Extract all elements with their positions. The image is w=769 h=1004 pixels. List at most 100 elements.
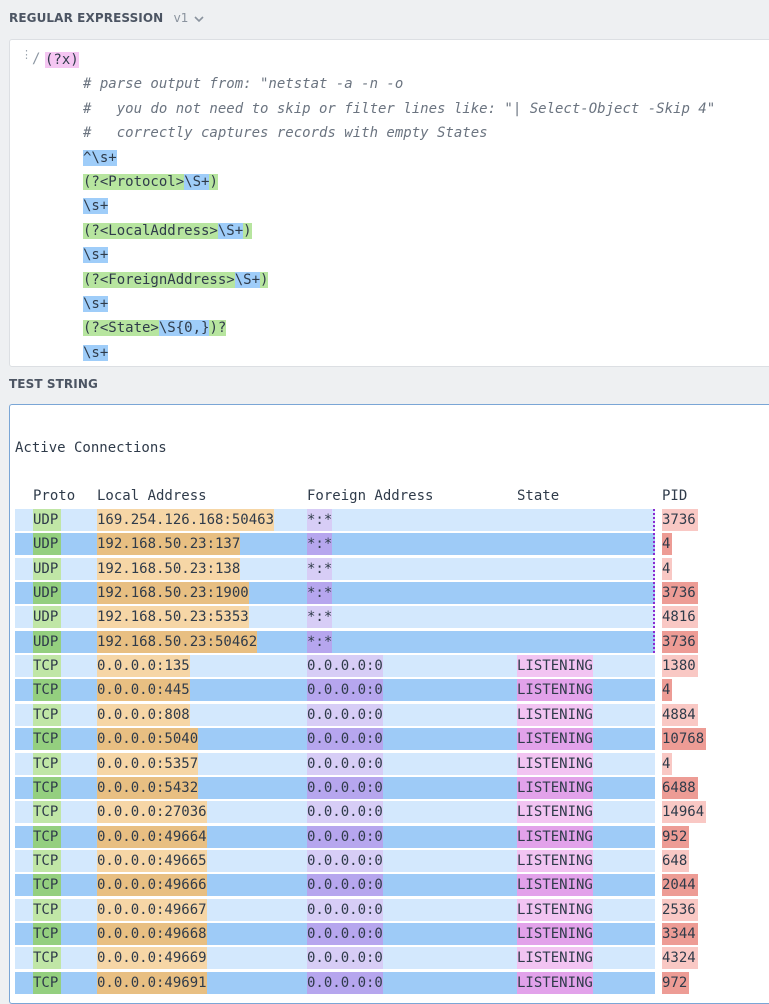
- pid-cell: 4324: [662, 947, 698, 970]
- pid-cell: 2536: [662, 898, 698, 921]
- pid-cell: 2044: [662, 874, 698, 897]
- test-string-editor[interactable]: Active Connections Proto Local Address Fore…: [9, 404, 769, 1004]
- regex-section-label: REGULAR EXPRESSION v1: [9, 11, 205, 26]
- foreign-address-cell: 0.0.0.0:0: [307, 801, 383, 824]
- pid-cell: 3736: [662, 630, 698, 653]
- regex-group-open: (?<LocalAddress>: [83, 222, 218, 239]
- table-row: TCP 0.0.0.0:5040 0.0.0.0:0 LISTENING 10768: [15, 728, 769, 751]
- foreign-address-cell: *:*: [307, 533, 333, 556]
- pid-cell: 14964: [662, 801, 707, 824]
- pid-cell: 1380: [662, 655, 698, 678]
- foreign-address-cell: 0.0.0.0:0: [307, 825, 383, 848]
- match-boundary-marker: [653, 533, 655, 556]
- column-header: Proto: [33, 488, 76, 504]
- table-row: UDP 192.168.50.23:50462 *:* 3736: [15, 630, 769, 653]
- table-row: TCP 0.0.0.0:49669 0.0.0.0:0 LISTENING 4324: [15, 947, 769, 970]
- regex-label-text: REGULAR EXPRESSION: [9, 11, 164, 25]
- regex-token-line: \s+: [83, 196, 109, 216]
- proto-cell: TCP: [33, 874, 62, 897]
- regex-group-close: ): [260, 271, 269, 288]
- foreign-address-cell: 0.0.0.0:0: [307, 971, 383, 994]
- foreign-address-cell: 0.0.0.0:0: [307, 874, 383, 897]
- table-row: UDP 192.168.50.23:138 *:* 4: [15, 557, 769, 580]
- foreign-address-cell: 0.0.0.0:0: [307, 922, 383, 945]
- proto-cell: TCP: [33, 947, 62, 970]
- foreign-address-cell: 0.0.0.0:0: [307, 679, 383, 702]
- regex-token-line: ^\s+: [83, 148, 117, 168]
- foreign-address-cell: *:*: [307, 606, 333, 629]
- pid-cell: 972: [662, 971, 690, 994]
- pid-cell: 10768: [662, 728, 707, 751]
- foreign-address-cell: *:*: [307, 630, 333, 653]
- table-row: TCP 0.0.0.0:49691 0.0.0.0:0 LISTENING 972: [15, 971, 769, 994]
- test-title: Active Connections: [15, 440, 167, 456]
- proto-cell: UDP: [33, 606, 62, 629]
- proto-cell: UDP: [33, 582, 62, 605]
- pid-cell: 6488: [662, 776, 698, 799]
- regex-comment-line: # correctly captures records with empty …: [83, 125, 488, 142]
- proto-cell: TCP: [33, 898, 62, 921]
- regex-group-close: ): [243, 222, 252, 239]
- state-cell: LISTENING: [517, 801, 593, 824]
- local-address-cell: 0.0.0.0:49668: [97, 922, 207, 945]
- proto-cell: TCP: [33, 728, 62, 751]
- regex-group-open: (?<State>: [83, 320, 159, 337]
- state-cell: LISTENING: [517, 679, 593, 702]
- regex-group-open: (?<Protocol>: [83, 174, 185, 190]
- proto-cell: TCP: [33, 776, 62, 799]
- regex-flag-line: (?x): [45, 50, 79, 70]
- regex-editor[interactable]: ⋮ / (?x) # parse output from: "netstat -a…: [9, 39, 769, 367]
- column-header: Local Address: [97, 488, 207, 504]
- grip-icon[interactable]: ⋮: [21, 49, 32, 61]
- version-selector[interactable]: v1: [174, 11, 205, 25]
- table-row: UDP 169.254.126.168:50463 *:* 3736: [15, 509, 769, 531]
- proto-cell: TCP: [33, 752, 62, 775]
- regex-token-line: \s+: [83, 245, 109, 265]
- local-address-cell: 0.0.0.0:49691: [97, 971, 207, 994]
- state-cell: LISTENING: [517, 947, 593, 970]
- match-boundary-marker: [653, 557, 655, 580]
- state-cell: LISTENING: [517, 728, 593, 751]
- foreign-address-cell: *:*: [307, 582, 333, 605]
- regex-group-close: )?: [209, 320, 227, 337]
- version-label: v1: [173, 11, 189, 25]
- state-cell: LISTENING: [517, 752, 593, 775]
- state-cell: LISTENING: [517, 874, 593, 897]
- proto-cell: TCP: [33, 679, 62, 702]
- state-cell: LISTENING: [517, 776, 593, 799]
- proto-cell: TCP: [33, 922, 62, 945]
- local-address-cell: 0.0.0.0:49664: [97, 825, 207, 848]
- table-row: UDP 192.168.50.23:5353 *:* 4816: [15, 606, 769, 629]
- local-address-cell: 192.168.50.23:138: [97, 557, 241, 580]
- local-address-cell: 169.254.126.168:50463: [97, 509, 275, 531]
- proto-cell: TCP: [33, 825, 62, 848]
- proto-cell: UDP: [33, 533, 62, 556]
- table-row: TCP 0.0.0.0:49668 0.0.0.0:0 LISTENING 3344: [15, 922, 769, 945]
- column-header: State: [517, 488, 560, 504]
- pid-cell: 4884: [662, 703, 698, 726]
- local-address-cell: 0.0.0.0:808: [97, 703, 190, 726]
- local-address-cell: 192.168.50.23:5353: [97, 606, 249, 629]
- proto-cell: TCP: [33, 801, 62, 824]
- regex-delimiter: /: [32, 51, 41, 67]
- regex-group-inner: \S+: [234, 271, 261, 288]
- column-header: Foreign Address: [307, 488, 434, 504]
- foreign-address-cell: *:*: [307, 557, 333, 580]
- pid-cell: 3736: [662, 509, 698, 531]
- regex-token-line: (?<Protocol>\S+): [83, 172, 218, 192]
- foreign-address-cell: 0.0.0.0:0: [307, 728, 383, 751]
- regex-token-line: (?<State>\S{0,})?: [83, 318, 227, 338]
- table-row: UDP 192.168.50.23:137 *:* 4: [15, 533, 769, 556]
- regex-group-inner: \S+: [217, 222, 244, 239]
- state-cell: LISTENING: [517, 655, 593, 678]
- table-row: TCP 0.0.0.0:135 0.0.0.0:0 LISTENING 1380: [15, 655, 769, 678]
- foreign-address-cell: 0.0.0.0:0: [307, 849, 383, 872]
- state-cell: LISTENING: [517, 898, 593, 921]
- regex-whitespace-token: ^\s+: [83, 149, 117, 166]
- foreign-address-cell: 0.0.0.0:0: [307, 898, 383, 921]
- proto-cell: UDP: [33, 557, 62, 580]
- regex-group-inner: \S+: [184, 174, 210, 190]
- foreign-address-cell: *:*: [307, 509, 333, 531]
- regex-whitespace-token: \s+: [83, 247, 109, 264]
- foreign-address-cell: 0.0.0.0:0: [307, 776, 383, 799]
